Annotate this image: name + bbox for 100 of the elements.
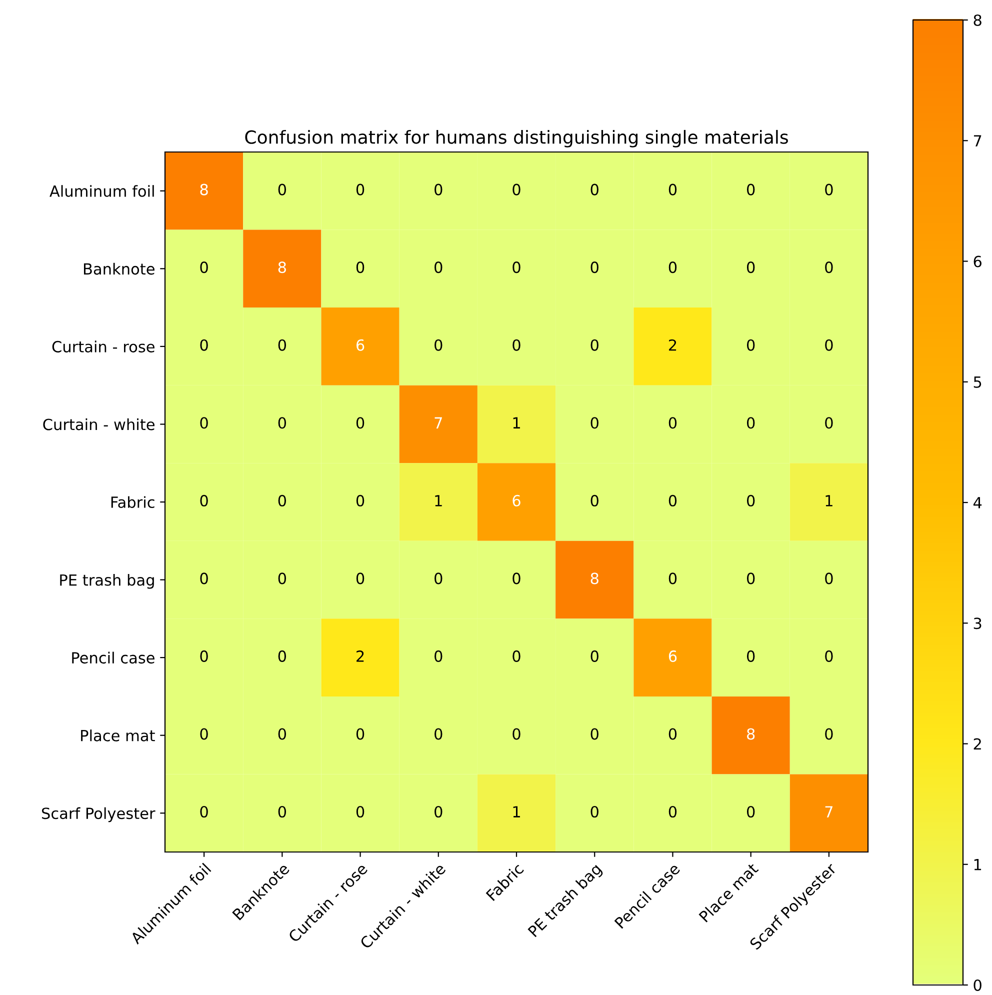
data-label: 8 [747,728,755,740]
data-label: 0 [825,417,833,429]
y-tick-label: Banknote [84,262,154,275]
data-label: 0 [434,728,442,740]
data-label: 0 [434,572,442,584]
data-label: 0 [278,650,286,662]
data-label: 0 [356,728,364,740]
data-label: 0 [434,184,442,196]
data-label: 7 [434,417,442,428]
data-label: 0 [590,650,598,662]
chart-title: Confusion matrix for humans distinguishing single materials [245,130,788,148]
data-label: 8 [590,572,598,584]
data-label: 8 [278,262,286,274]
data-label: 0 [668,184,677,196]
data-label: 0 [278,417,286,429]
data-label: 1 [826,495,832,506]
data-label: 0 [668,728,677,740]
data-label: 0 [434,339,442,351]
data-label: 0 [278,728,286,740]
data-label: 0 [356,417,364,429]
data-label: 0 [200,728,208,740]
data-label: 2 [668,339,676,351]
data-label: 0 [434,262,442,274]
data-label: 0 [200,417,208,429]
data-label: 0 [278,339,286,351]
data-label: 0 [278,572,286,584]
data-label: 0 [512,262,520,274]
data-label: 0 [668,572,677,584]
data-label: 6 [512,494,520,506]
data-label: 1 [435,495,442,506]
color-bar-label: 6 [974,256,982,268]
data-label: 0 [668,262,677,274]
data-label: 0 [200,494,208,506]
data-label: 0 [825,262,833,274]
data-label: 7 [825,806,832,818]
data-label: 0 [825,728,833,740]
data-label: 0 [278,184,286,196]
color-bar-label: 3 [974,618,982,630]
color-bar-label: 0 [974,979,982,992]
data-label: 0 [746,339,755,351]
data-label: 0 [668,417,677,429]
data-label: 0 [746,494,755,506]
data-label: 0 [590,728,598,740]
data-label: 0 [590,806,598,818]
y-tick-label: Curtain - rose [52,340,154,352]
data-label: 0 [746,184,755,196]
data-label: 0 [356,184,364,196]
data-label: 1 [513,806,520,818]
data-label: 0 [434,650,442,662]
data-label: 0 [278,806,286,818]
data-label: 0 [590,339,598,351]
data-label: 0 [512,728,520,740]
data-label: 0 [825,339,833,351]
data-label: 6 [356,339,364,351]
data-label: 0 [668,494,677,506]
data-label: 0 [746,572,755,584]
y-tick-label: Curtain - white [43,418,154,430]
data-label: 6 [668,650,677,662]
data-label: 0 [512,339,520,351]
data-label: 0 [825,650,833,662]
data-label: 0 [512,184,520,196]
data-label: 0 [746,806,755,818]
y-tick-label: Fabric [111,496,154,508]
color-bar-label: 7 [974,135,982,146]
data-label: 0 [200,650,208,662]
data-label: 0 [356,572,364,584]
data-label: 0 [590,494,598,506]
data-label: 0 [746,650,755,662]
data-label: 0 [512,572,520,584]
data-label: 0 [825,572,833,584]
data-label: 0 [746,417,755,429]
data-label: 0 [590,184,598,196]
data-label: 0 [668,806,677,818]
data-label: 0 [434,806,442,818]
y-tick-label: Place mat [81,730,155,742]
data-label: 0 [356,262,364,274]
color-bar-label: 8 [974,14,982,26]
color-bar-label: 4 [973,497,982,508]
data-label: 8 [200,184,208,196]
data-label: 0 [590,417,598,429]
data-label: 0 [746,262,755,274]
data-label: 2 [356,650,364,662]
data-label: 0 [590,262,598,274]
data-label: 0 [200,572,208,584]
data-label: 0 [200,262,208,274]
y-tick-label: Aluminum foil [50,185,154,197]
data-label: 1 [513,417,520,428]
y-tick-label: Scarf Polyester [42,807,156,822]
data-label: 0 [200,806,208,818]
color-bar-label: 2 [974,738,981,750]
data-label: 0 [356,494,364,506]
data-label: 0 [512,650,520,662]
data-label: 0 [825,184,833,196]
y-tick-label: Pencil case [72,652,154,664]
data-label: 0 [200,339,208,351]
y-tick-label: PE trash bag [60,574,154,589]
data-label: 0 [278,494,286,506]
data-label: 0 [356,806,364,818]
color-bar-label: 5 [974,376,982,388]
color-bar-label: 1 [974,859,982,870]
